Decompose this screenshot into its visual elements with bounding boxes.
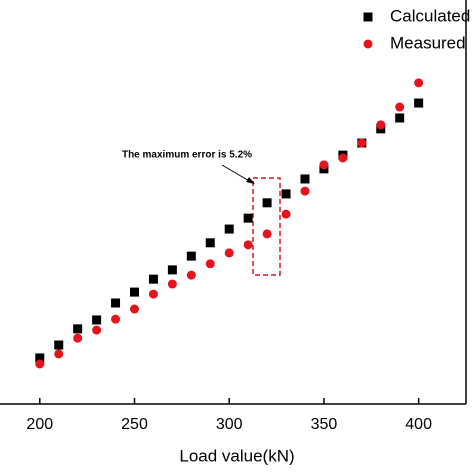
x-tick-label: 300	[216, 416, 243, 433]
point	[395, 102, 405, 112]
legend-marker	[363, 39, 373, 49]
point	[129, 304, 139, 314]
point	[205, 238, 215, 248]
legend-label: Measured	[390, 33, 466, 52]
point	[54, 349, 64, 359]
point	[262, 229, 272, 239]
point	[224, 248, 234, 258]
point	[92, 325, 102, 335]
point	[300, 186, 310, 196]
point	[167, 279, 177, 289]
point	[319, 160, 329, 170]
point	[338, 153, 348, 163]
annotation-arrow	[221, 164, 252, 183]
legend-marker	[363, 12, 373, 22]
point	[129, 287, 139, 297]
point	[148, 289, 158, 299]
point	[35, 353, 45, 363]
point	[148, 274, 158, 284]
legend-label: Calculated	[390, 6, 470, 25]
point	[186, 251, 196, 261]
point	[262, 198, 272, 208]
x-tick-label: 400	[405, 416, 432, 433]
point	[281, 189, 291, 199]
point	[281, 209, 291, 219]
point	[243, 213, 253, 223]
point	[92, 315, 102, 325]
point	[111, 298, 121, 308]
x-tick-label: 200	[26, 416, 53, 433]
point	[300, 174, 310, 184]
arrow-head	[246, 177, 255, 184]
point	[243, 240, 253, 250]
point	[224, 224, 234, 234]
x-tick-label: 350	[311, 416, 338, 433]
point	[205, 259, 215, 269]
point	[111, 314, 121, 324]
x-tick-label: 250	[121, 416, 148, 433]
highlight-box	[252, 177, 281, 276]
x-axis-label: Load value(kN)	[179, 446, 294, 465]
point	[186, 270, 196, 280]
point	[376, 120, 386, 130]
annotation: The maximum error is 5.2%	[122, 150, 252, 161]
point	[357, 138, 367, 148]
point	[54, 340, 64, 350]
point	[73, 333, 83, 343]
point	[35, 359, 45, 369]
point	[167, 265, 177, 275]
point	[414, 98, 424, 108]
point	[73, 324, 83, 334]
point	[414, 78, 424, 88]
point	[395, 113, 405, 123]
